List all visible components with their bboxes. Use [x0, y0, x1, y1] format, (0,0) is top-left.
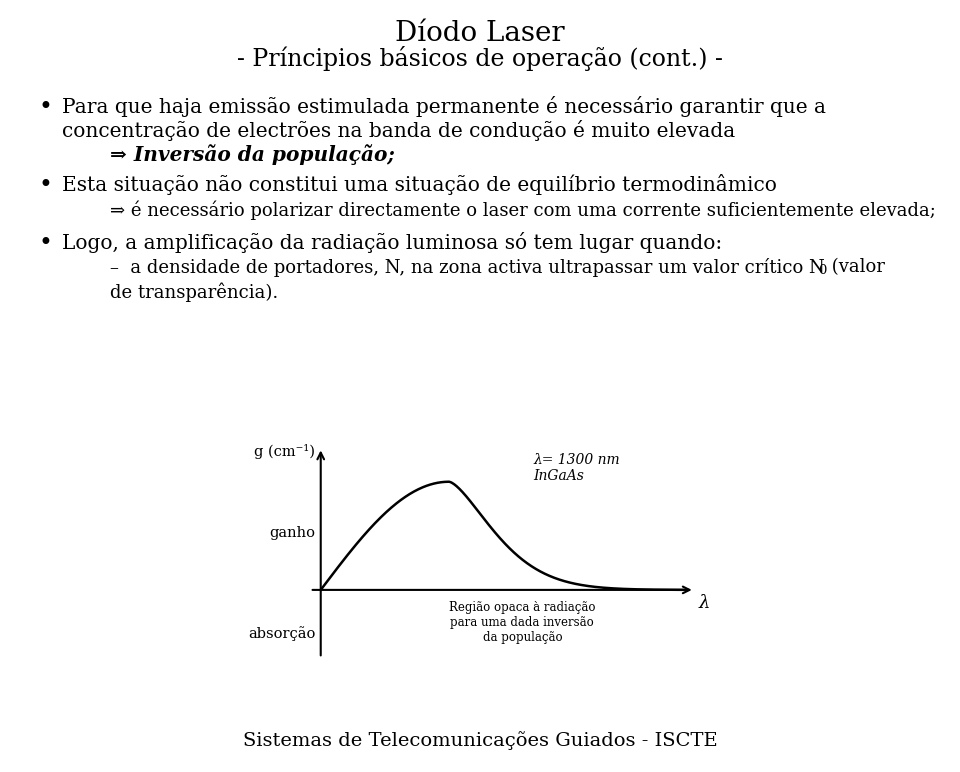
Text: absorção: absorção — [248, 626, 315, 641]
Text: ⇒ é necessário polarizar directamente o laser com uma corrente suficientemente e: ⇒ é necessário polarizar directamente o … — [110, 200, 936, 219]
Text: Logo, a amplificação da radiação luminosa só tem lugar quando:: Logo, a amplificação da radiação luminos… — [62, 232, 722, 253]
Text: Para que haja emissão estimulada permanente é necessário garantir que a: Para que haja emissão estimulada permane… — [62, 96, 826, 117]
Text: - Príncipios básicos de operação (cont.) -: - Príncipios básicos de operação (cont.)… — [237, 46, 723, 71]
Text: •: • — [38, 96, 52, 119]
Text: ⇒ Inversão da população;: ⇒ Inversão da população; — [110, 144, 395, 165]
Text: –  a densidade de portadores, N, na zona activa ultrapassar um valor crítico N: – a densidade de portadores, N, na zona … — [110, 258, 825, 277]
Text: g (cm⁻¹): g (cm⁻¹) — [254, 444, 315, 459]
Text: λ= 1300 nm
InGaAs: λ= 1300 nm InGaAs — [534, 453, 620, 483]
Text: concentração de electrões na banda de condução é muito elevada: concentração de electrões na banda de co… — [62, 120, 735, 141]
Text: (valor: (valor — [826, 258, 885, 276]
Text: Díodo Laser: Díodo Laser — [396, 20, 564, 47]
Text: Região opaca à radiação
para uma dada inversão
da população: Região opaca à radiação para uma dada in… — [449, 601, 595, 645]
Text: Esta situação não constitui uma situação de equilíbrio termodinâmico: Esta situação não constitui uma situação… — [62, 174, 777, 195]
Text: 0: 0 — [818, 264, 827, 277]
Text: •: • — [38, 174, 52, 197]
Text: de transparência).: de transparência). — [110, 282, 278, 302]
Text: Sistemas de Telecomunicações Guiados - ISCTE: Sistemas de Telecomunicações Guiados - I… — [243, 731, 717, 750]
Text: λ: λ — [698, 594, 709, 612]
Text: ganho: ganho — [269, 526, 315, 540]
Text: •: • — [38, 232, 52, 255]
